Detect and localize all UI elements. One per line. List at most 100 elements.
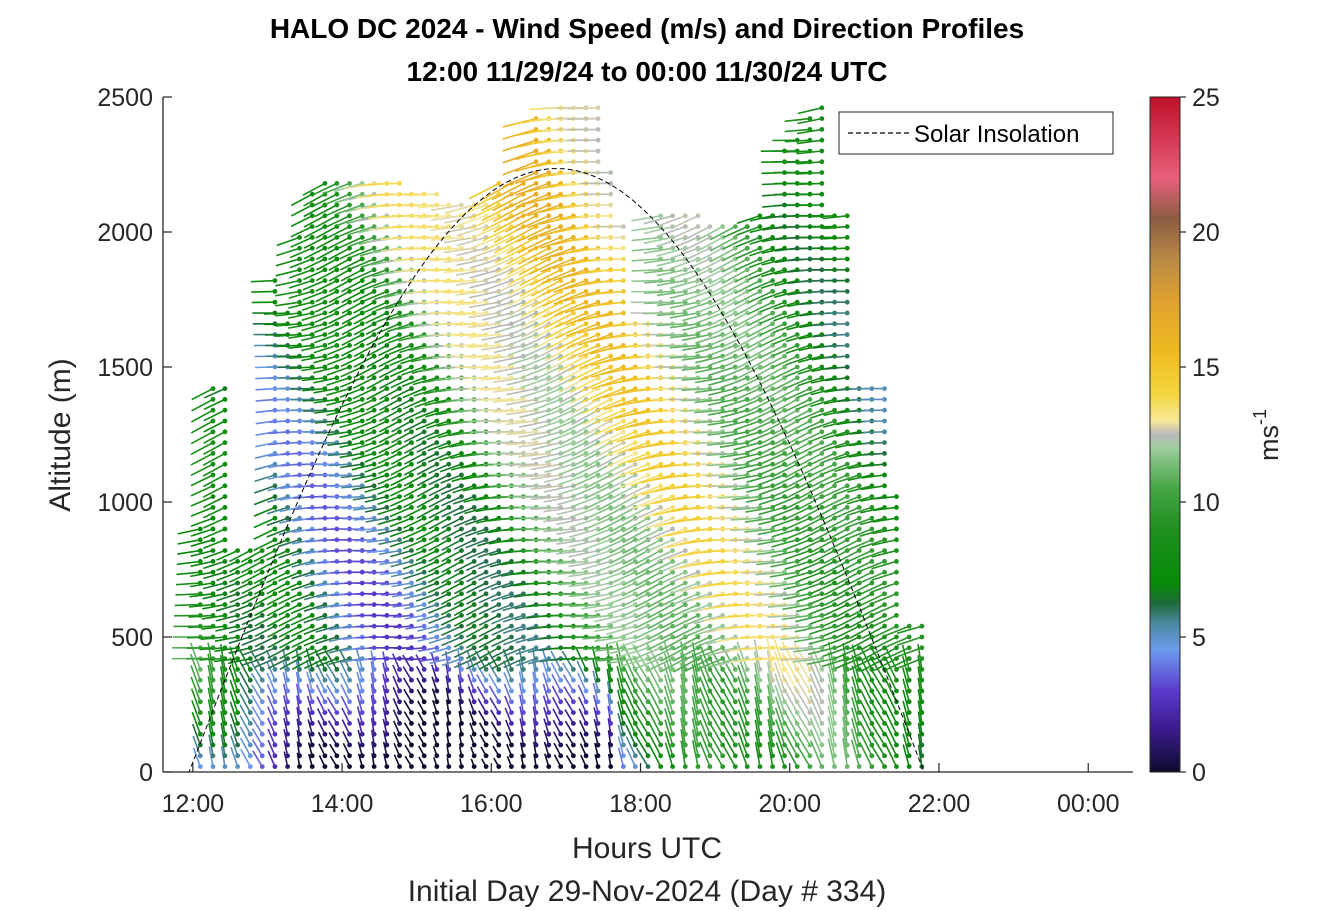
wind-barb-point [632,731,638,737]
wind-barb-shaft [592,398,624,413]
wind-barb-point [371,364,377,370]
wind-barb-shaft [647,687,662,713]
wind-barb-point [359,332,365,337]
wind-barb-shaft [252,750,263,768]
wind-barb-point [446,407,452,413]
wind-barb-point [720,235,726,240]
wind-barb-shaft [360,258,388,268]
wind-barb-shaft [779,657,810,661]
wind-barb-shaft [288,344,313,349]
wind-barb-shaft [402,677,413,692]
wind-barb-shaft [785,528,811,540]
wind-barb-shaft [785,474,811,489]
wind-barb-shaft [625,724,637,746]
wind-barb-shaft [476,686,487,703]
wind-barb-point [259,623,265,629]
wind-barb-point [509,580,514,586]
wind-barb-point [807,667,813,672]
wind-barb-shaft [607,603,636,616]
wind-barb-point [434,764,440,769]
wind-barb-point [409,731,414,737]
wind-barb-shaft [594,647,624,652]
wind-barb-point [347,699,352,705]
wind-barb-point [309,591,315,597]
wind-barb-shaft [443,236,475,244]
wind-barb-point [558,397,564,402]
wind-barb-point [409,364,414,370]
wind-barb-shaft [337,225,363,238]
wind-barb-shaft [571,431,599,447]
wind-barb-shaft [415,549,438,562]
wind-barb-shaft [290,582,313,592]
wind-barb-point [235,656,241,661]
wind-barb-shaft [616,677,625,702]
wind-barb-point [595,126,601,132]
wind-barb-point [359,461,365,467]
wind-barb-shaft [543,485,574,493]
wind-barb-shaft [488,685,500,703]
wind-barb-point [757,667,763,672]
wind-barb-shaft [660,657,686,673]
wind-barb-shaft [203,398,226,411]
wind-barb-shaft [239,726,252,746]
wind-barb-shaft [229,571,251,583]
wind-barb-point [595,742,601,748]
wind-barb-point [608,181,614,186]
wind-barb-shaft [521,323,550,339]
wind-barb-shaft [617,701,625,724]
wind-barb-shaft [415,560,438,572]
wind-barb-point [658,764,664,769]
wind-barb-point [509,764,514,769]
wind-barb-point [570,278,576,283]
wind-barb-point [347,235,352,240]
wind-barb-shaft [402,560,425,570]
wind-barb-shaft [682,333,711,342]
wind-barb-shaft [416,474,438,487]
wind-barb-point [334,386,340,391]
wind-barb-shaft [301,355,326,362]
wind-barb-shaft [695,247,723,263]
wind-barb-point [695,213,701,219]
wind-barb-point [807,569,813,575]
wind-barb-shaft [469,279,499,289]
wind-barb-shaft [620,614,649,628]
wind-barb-point [620,267,626,273]
wind-barb-shaft [307,719,314,735]
wind-barb-point [421,451,427,456]
wind-barb-point [620,742,626,748]
wind-barb-shaft [656,269,686,277]
wind-barb-shaft [590,366,624,379]
wind-barb-point [285,537,291,543]
wind-barb-shaft [564,720,575,735]
wind-barb-shaft [405,193,437,197]
wind-barb-point [397,742,402,748]
wind-barb-shaft [693,420,723,424]
wind-barb-point [496,613,502,618]
wind-barb-point [309,332,315,337]
wind-barb-point [620,753,626,759]
wind-barb-shaft [694,398,723,404]
wind-barb-point [744,256,750,262]
wind-barb-shaft [230,746,239,767]
wind-barb-shaft [696,225,723,242]
wind-barb-shaft [379,571,400,576]
wind-barb-shaft [597,517,624,532]
wind-barb-shaft [503,193,537,211]
wind-barb-point [197,537,203,543]
wind-barb-shaft [378,344,400,357]
wind-barb-shaft [593,719,599,735]
wind-barb-shaft [415,420,438,431]
wind-barb-shaft [453,647,475,659]
wind-barb-shaft [556,517,587,526]
wind-barb-shaft [664,707,674,735]
wind-barb-shaft [355,549,375,552]
wind-barb-shaft [491,603,512,614]
wind-barb-point [235,634,241,640]
wind-barb-shaft [581,571,611,581]
wind-barb-point [446,602,452,607]
wind-barb-shaft [440,625,462,637]
wind-barb-point [397,407,402,413]
wind-barb-point [247,591,253,597]
wind-barb-point [732,742,738,748]
wind-barb-point [272,602,278,607]
